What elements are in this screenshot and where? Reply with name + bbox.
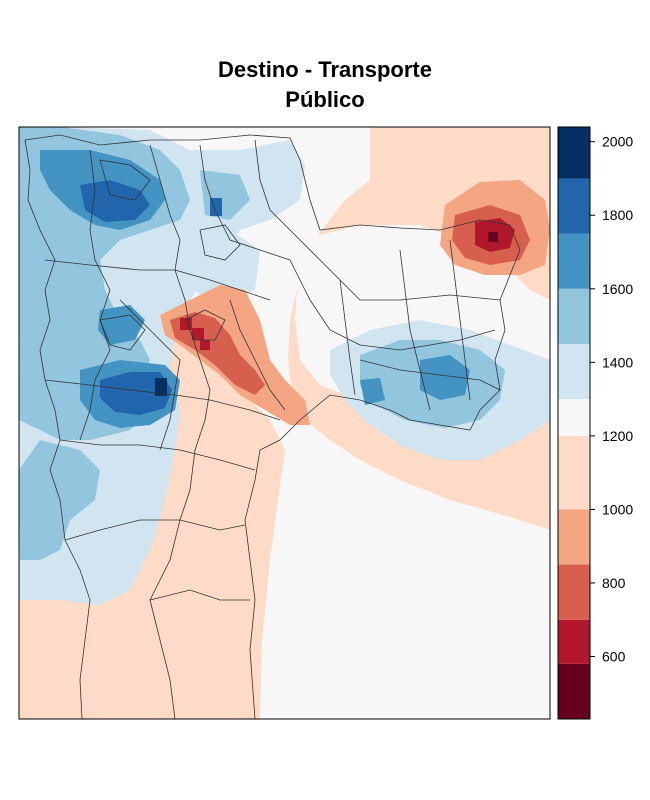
- boundary-inner-18: [99, 314, 146, 351]
- colorbar-bin-3: [558, 509, 590, 565]
- boundary-inner-1: [79, 149, 111, 441]
- map-title-line-2: Público: [285, 87, 365, 112]
- raster-region-lightblue-center: [175, 230, 260, 300]
- colorbar-bin-5: [558, 399, 590, 436]
- raster-region-darkblue-north: [80, 180, 150, 222]
- boundary-inner-19: [199, 224, 241, 261]
- raster-surface: [19, 127, 550, 719]
- colorbar-bin-9: [558, 178, 590, 234]
- colorbar-bin-4: [558, 435, 590, 510]
- boundary-inner-12: [399, 249, 431, 411]
- raster-cell-darkred-northeast: [488, 232, 498, 242]
- colorbar-tick-label-3: 1400: [602, 354, 633, 370]
- colorbar-tick-label-5: 1000: [602, 501, 633, 517]
- colorbar-tick-label-4: 1200: [602, 428, 633, 444]
- raster-region-steelblue-east-patch: [360, 378, 385, 405]
- colorbar: 2000 1800 1600 1400 1200 1000 800 600: [557, 126, 633, 720]
- boundary-inner-15: [149, 589, 250, 601]
- colorbar-tick-label-6: 800: [602, 575, 626, 591]
- boundary-west: [24, 139, 91, 719]
- district-boundaries: [24, 134, 521, 719]
- boundary-inner-14: [359, 359, 501, 391]
- colorbar-bin-1: [558, 619, 590, 664]
- colorbar-bin-8: [558, 233, 590, 289]
- boundary-inner-7: [59, 439, 256, 471]
- boundary-inner-17: [184, 309, 226, 341]
- boundary-outline: [24, 134, 521, 719]
- boundary-inner-6: [44, 379, 281, 421]
- colorbar-tick-label-1: 1800: [602, 207, 633, 223]
- raster-region-darkblue-west: [100, 372, 172, 415]
- raster-cell-navy: [155, 378, 167, 396]
- boundary-inner-13: [449, 239, 471, 401]
- raster-cell-darkblue-north-patch: [210, 198, 222, 216]
- raster-cell-crimson-1: [180, 318, 192, 330]
- colorbar-tick-label-0: 2000: [602, 134, 633, 150]
- boundary-inner-9: [119, 299, 181, 451]
- raster-region-white-west: [19, 127, 550, 719]
- plot-frame: [18, 126, 551, 720]
- colorbar-bin-7: [558, 288, 590, 344]
- boundary-inner-11: [339, 279, 356, 396]
- raster-cell-crimson-3: [200, 340, 210, 350]
- boundary-inner-16: [99, 159, 151, 201]
- colorbar-bin-6: [558, 343, 590, 400]
- boundary-inner-2: [149, 144, 211, 719]
- raster-region-blue-south: [19, 440, 100, 560]
- boundary-inner-4: [254, 139, 501, 301]
- colorbar-bin-0: [558, 663, 590, 719]
- raster-cell-crimson-2: [192, 328, 204, 340]
- colorbar-tick-label-2: 1600: [602, 281, 633, 297]
- boundary-inner-8: [64, 519, 246, 541]
- boundary-inner-5: [44, 259, 271, 301]
- colorbar-bin-2: [558, 564, 590, 620]
- map-title-line-1: Destino - Transporte: [218, 57, 432, 82]
- raster-region-steelblue-patch: [98, 305, 145, 345]
- boundary-inner-10: [229, 299, 286, 411]
- colorbar-tick-label-7: 600: [602, 648, 626, 664]
- boundary-inner-3: [199, 144, 496, 351]
- raster-region-steelblue-east: [420, 355, 470, 400]
- colorbar-frame: [557, 126, 591, 720]
- colorbar-bin-10: [558, 127, 590, 179]
